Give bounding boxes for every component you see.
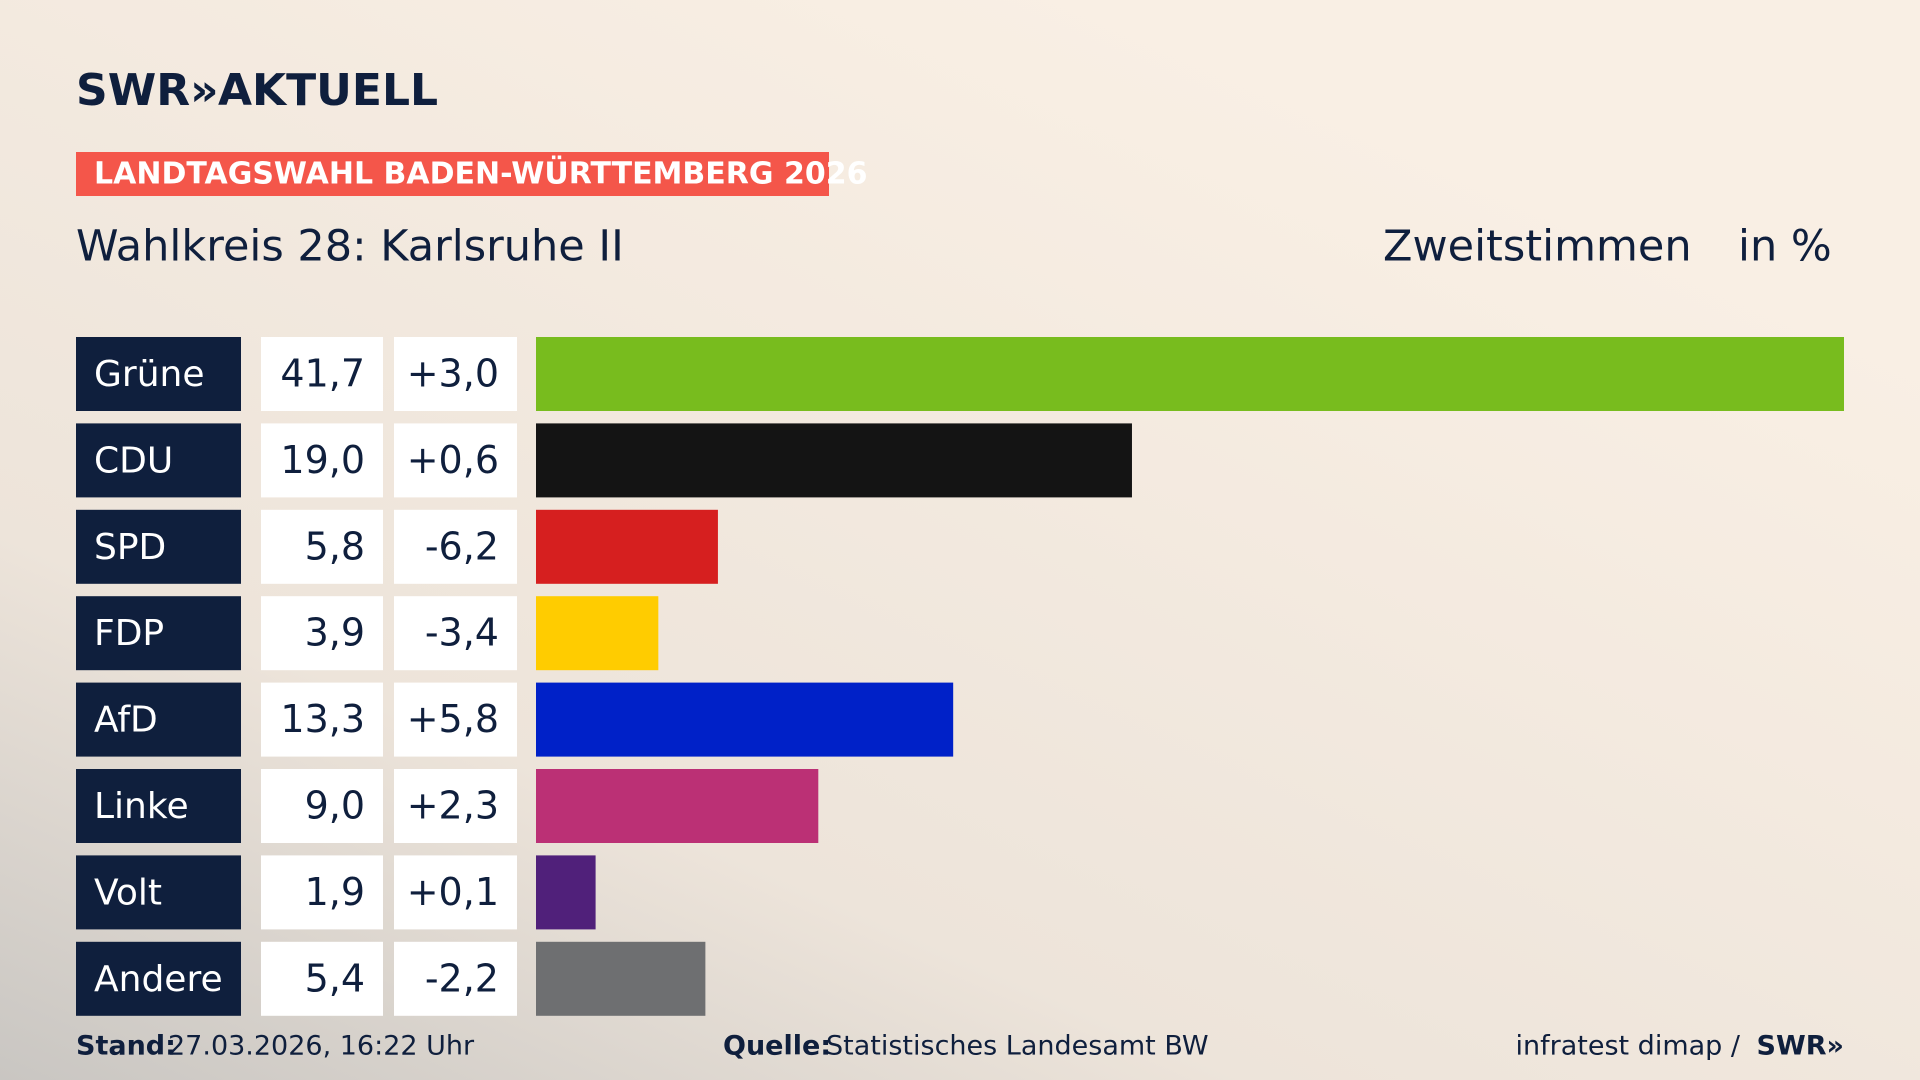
party-box bbox=[76, 855, 241, 930]
value-box bbox=[261, 941, 383, 1016]
logo: SWR» bbox=[76, 65, 219, 116]
banner-text: LANDTAGSWAHL BADEN-WÜRTTEMBERG 2026 bbox=[94, 155, 867, 192]
credit-logo: SWR» bbox=[1757, 1031, 1844, 1062]
measure: Zweitstimmen bbox=[1383, 222, 1692, 272]
chart-title: Wahlkreis 28: Karlsruhe II bbox=[76, 222, 624, 272]
party-box bbox=[76, 769, 241, 843]
bar bbox=[536, 509, 718, 584]
bar bbox=[536, 941, 706, 1016]
logo-suffix: AKTUELL bbox=[218, 65, 438, 116]
change-label: +5,8 bbox=[407, 697, 499, 741]
party-label: Linke bbox=[94, 786, 189, 827]
change-box bbox=[394, 596, 517, 671]
party-label: AfD bbox=[94, 700, 158, 741]
value-label: 3,9 bbox=[305, 611, 365, 655]
value-label: 19,0 bbox=[280, 438, 365, 482]
value-label: 9,0 bbox=[305, 784, 365, 828]
value-label: 5,4 bbox=[305, 956, 365, 1000]
change-box bbox=[394, 941, 517, 1016]
change-box bbox=[394, 337, 517, 411]
value-box bbox=[261, 509, 383, 584]
value-box bbox=[261, 769, 383, 843]
party-box bbox=[76, 423, 241, 498]
party-box bbox=[76, 337, 241, 411]
value-box bbox=[261, 596, 383, 671]
change-box bbox=[394, 855, 517, 930]
bar bbox=[536, 769, 819, 843]
bar bbox=[536, 337, 1844, 411]
stand-label: Stand: bbox=[76, 1031, 176, 1062]
change-box bbox=[394, 423, 517, 498]
value-label: 5,8 bbox=[305, 524, 365, 568]
source: Statistisches Landesamt BW bbox=[826, 1031, 1209, 1062]
credit: infratest dimap / bbox=[1515, 1031, 1740, 1062]
bar bbox=[536, 423, 1132, 498]
party-box bbox=[76, 682, 241, 757]
party-label: Volt bbox=[94, 872, 162, 913]
value-label: 1,9 bbox=[305, 870, 365, 914]
change-label: +3,0 bbox=[407, 352, 499, 396]
change-label: -2,2 bbox=[425, 956, 499, 1000]
change-box bbox=[394, 769, 517, 843]
change-label: -6,2 bbox=[425, 524, 499, 568]
party-label: FDP bbox=[94, 613, 164, 654]
bar bbox=[536, 596, 659, 671]
value-box bbox=[261, 337, 383, 411]
party-box bbox=[76, 596, 241, 671]
party-label: CDU bbox=[94, 440, 173, 481]
party-label: Grüne bbox=[94, 354, 204, 395]
change-label: +2,3 bbox=[407, 784, 499, 828]
party-box bbox=[76, 509, 241, 584]
change-label: -3,4 bbox=[425, 611, 499, 655]
value-box bbox=[261, 682, 383, 757]
stand: 27.03.2026, 16:22 Uhr bbox=[168, 1031, 475, 1062]
party-label: Andere bbox=[94, 959, 223, 1000]
unit: in % bbox=[1738, 222, 1832, 272]
party-box bbox=[76, 941, 241, 1016]
party-label: SPD bbox=[94, 527, 166, 568]
value-label: 41,7 bbox=[280, 352, 365, 396]
source-label: Quelle: bbox=[723, 1031, 831, 1062]
change-label: +0,1 bbox=[407, 870, 499, 914]
bar bbox=[536, 855, 596, 930]
change-box bbox=[394, 682, 517, 757]
change-box bbox=[394, 509, 517, 584]
value-label: 13,3 bbox=[280, 697, 365, 741]
change-label: +0,6 bbox=[407, 438, 499, 482]
banner bbox=[76, 152, 829, 196]
value-box bbox=[261, 423, 383, 498]
value-box bbox=[261, 855, 383, 930]
bar bbox=[536, 682, 954, 757]
